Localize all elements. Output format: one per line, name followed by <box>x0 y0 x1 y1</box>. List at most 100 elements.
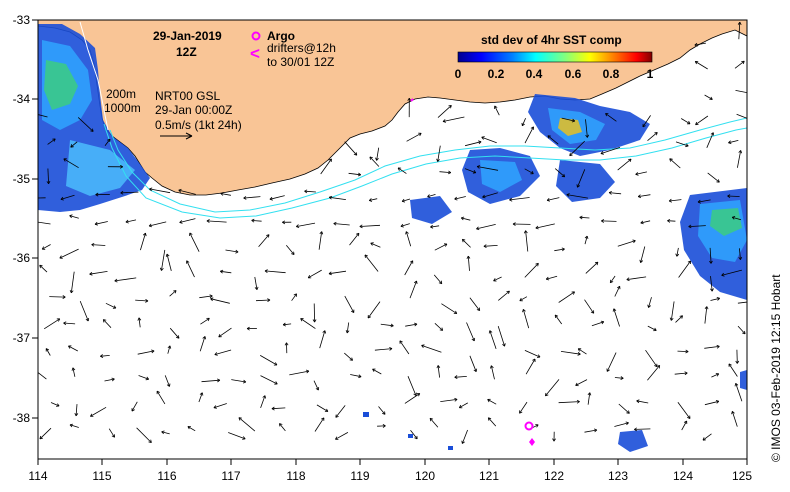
current-vector <box>279 423 286 432</box>
current-vector-head <box>91 242 95 247</box>
current-vector-head <box>669 317 674 321</box>
current-vector <box>636 400 649 404</box>
current-vector <box>709 247 712 264</box>
current-vector <box>260 395 266 409</box>
current-vector <box>344 295 355 313</box>
x-axis: 114 115 116 117 118 119 120 121 122 123 … <box>28 459 752 483</box>
current-vector-head <box>414 435 418 440</box>
current-vector <box>736 113 747 119</box>
current-vector-head <box>300 318 304 322</box>
current-vector <box>39 427 52 440</box>
current-vector <box>577 169 586 188</box>
current-vector-head <box>587 392 592 396</box>
current-vector-head <box>478 140 482 145</box>
current-vector <box>647 365 661 381</box>
current-vector-head <box>608 190 612 195</box>
current-vector-head <box>56 318 61 322</box>
current-vector-head <box>653 327 657 332</box>
x-tick-label: 123 <box>608 469 628 483</box>
argo-label: Argo <box>267 29 295 43</box>
current-vector <box>461 429 468 444</box>
current-vector-head <box>721 272 725 277</box>
current-vector <box>469 297 481 311</box>
current-vector-head <box>683 420 688 425</box>
current-vector-head <box>405 231 409 235</box>
drifter-arrow-icon: < <box>250 44 260 63</box>
current-vector <box>577 348 587 355</box>
y-tick-label: -36 <box>13 251 31 265</box>
current-vector-head <box>416 393 421 397</box>
current-vector <box>710 276 713 292</box>
current-vector <box>72 367 76 377</box>
current-vector <box>465 141 482 147</box>
current-vector-head <box>634 427 638 432</box>
current-vector <box>584 235 588 245</box>
current-vector <box>289 370 309 376</box>
current-vector-head <box>685 349 689 354</box>
current-vector-head <box>628 158 632 163</box>
current-vector <box>421 345 442 353</box>
current-vector <box>200 317 210 325</box>
current-vector-head <box>413 392 417 396</box>
current-vector-head <box>523 230 528 234</box>
current-vector <box>210 298 230 304</box>
x-tick-label: 119 <box>350 469 369 483</box>
current-vector <box>156 390 166 405</box>
current-vector-head <box>471 337 476 342</box>
current-vector-head <box>738 150 743 154</box>
current-vector <box>707 172 720 183</box>
current-vector-head <box>620 376 624 380</box>
current-vector <box>410 430 418 440</box>
current-vector-head <box>148 223 153 228</box>
current-vector <box>585 119 588 138</box>
current-vector-head <box>273 362 278 366</box>
current-vector <box>483 245 498 247</box>
current-vector-head <box>189 232 193 236</box>
current-vector-head <box>69 423 73 428</box>
current-vector-head <box>552 438 556 442</box>
current-vector-head <box>251 218 255 223</box>
current-vector-head <box>461 440 465 444</box>
current-vector <box>585 261 599 274</box>
current-vector-head <box>684 371 688 376</box>
current-vector <box>721 269 743 276</box>
current-vector <box>481 136 497 144</box>
current-vector-head <box>397 167 402 171</box>
current-vector <box>737 150 742 168</box>
current-vector <box>105 302 117 309</box>
current-vector <box>525 230 529 252</box>
current-vector <box>120 191 139 194</box>
current-vector-head <box>710 288 714 292</box>
current-vector-head <box>254 286 259 290</box>
current-vector-head <box>576 399 580 404</box>
current-vector <box>38 371 47 380</box>
current-vector-head <box>335 436 339 440</box>
current-vector <box>554 248 565 252</box>
current-vector <box>114 277 137 282</box>
current-vector-head <box>642 123 646 128</box>
current-vector <box>482 192 498 198</box>
current-vector <box>313 380 319 391</box>
current-vector <box>560 351 581 355</box>
current-vector <box>488 417 497 427</box>
current-vector-head <box>493 278 497 282</box>
current-vector <box>459 402 468 409</box>
y-tick-label: -37 <box>13 331 31 345</box>
current-vector-head <box>282 322 286 327</box>
current-vector-head <box>436 158 440 162</box>
current-vector-head <box>235 249 239 254</box>
current-vector <box>605 113 617 122</box>
current-vector-head <box>33 220 36 223</box>
current-vector <box>554 168 565 178</box>
current-vector-head <box>566 193 570 197</box>
x-tick-label: 121 <box>479 469 499 483</box>
current-vector <box>591 321 604 327</box>
current-vector-head <box>284 342 289 346</box>
current-vector-head <box>577 348 582 352</box>
current-vector <box>734 60 745 69</box>
vector-scale-label: 0.5m/s (1kt 24h) <box>155 118 242 132</box>
current-vector-head <box>439 327 444 331</box>
current-vector <box>251 220 262 222</box>
current-vector-head <box>737 21 742 25</box>
current-vector-head <box>159 267 164 271</box>
